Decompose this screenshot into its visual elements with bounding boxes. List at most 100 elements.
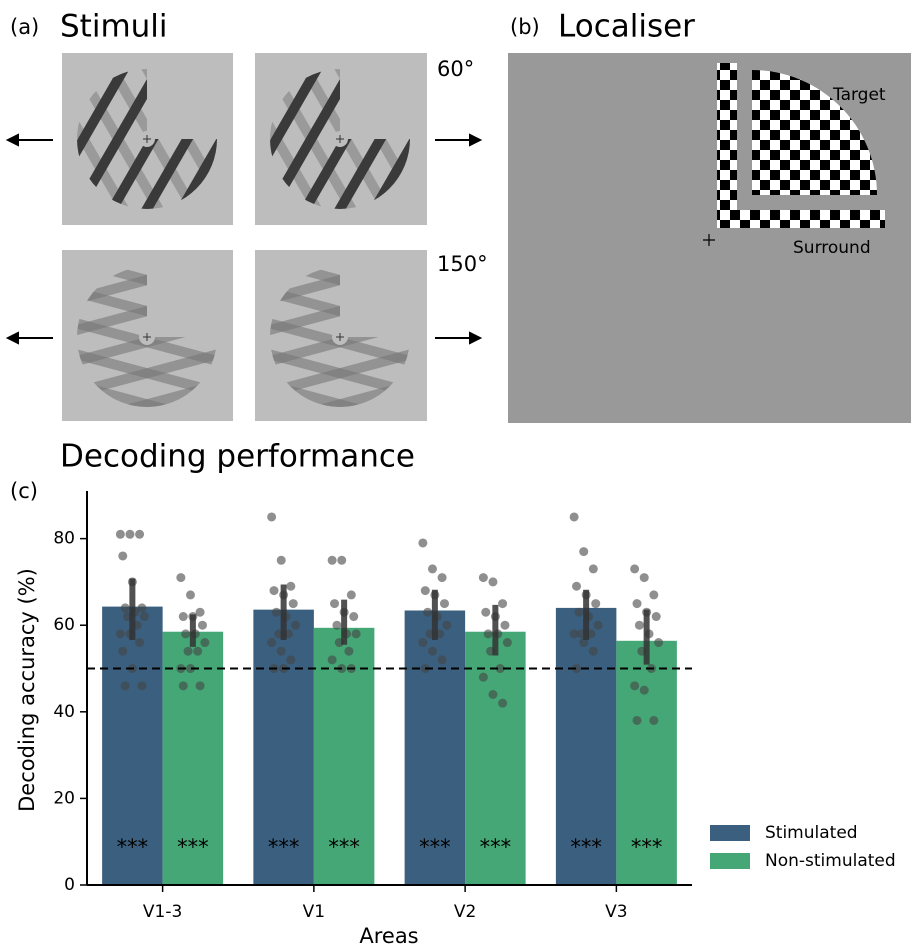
subject-point (423, 607, 433, 617)
subject-point (574, 607, 584, 617)
bar (253, 609, 314, 885)
panel-label: (b) (510, 15, 540, 39)
subject-point (481, 607, 491, 617)
x-axis-label: Areas (359, 924, 418, 948)
subject-point (330, 599, 340, 609)
subject-point (502, 638, 512, 648)
legend-label: Stimulated (765, 823, 858, 843)
subject-point (572, 581, 582, 591)
subject-point (442, 620, 452, 630)
subject-point (327, 655, 337, 665)
subject-point (291, 620, 301, 630)
subject-point (418, 638, 428, 648)
x-tick-label: V3 (605, 902, 627, 922)
subject-point (276, 646, 286, 656)
subject-point (427, 564, 437, 574)
subject-point (483, 629, 493, 639)
subject-point (500, 620, 510, 630)
subject-point (498, 698, 508, 708)
subject-point (183, 646, 193, 656)
significance-label: *** (117, 835, 149, 859)
legend-swatch (710, 853, 750, 869)
chart-title: Decoding performance (60, 439, 415, 475)
subject-point (498, 599, 508, 609)
subject-point (588, 564, 598, 574)
significance-label: *** (570, 835, 602, 859)
subject-point (197, 620, 207, 630)
subject-point (639, 573, 649, 583)
subject-point (286, 655, 296, 665)
subject-point (181, 629, 191, 639)
surround-label: Surround (793, 238, 871, 258)
subject-point (120, 681, 130, 691)
y-axis-label: Decoding accuracy (%) (15, 568, 39, 812)
subject-point (478, 573, 488, 583)
subject-point (495, 664, 505, 674)
subject-point (118, 646, 128, 656)
angle-label: 150° (437, 252, 488, 276)
subject-point (118, 551, 128, 561)
subject-point (478, 672, 488, 682)
angle-label: 60° (437, 57, 474, 81)
subject-point (337, 555, 347, 565)
subject-point (488, 577, 498, 587)
subject-point (135, 529, 145, 539)
localiser-image (508, 53, 911, 423)
significance-label: *** (631, 835, 663, 859)
subject-point (269, 586, 279, 596)
subject-point (439, 599, 449, 609)
subject-point (137, 603, 147, 613)
subject-point (632, 599, 642, 609)
subject-point (125, 529, 135, 539)
y-tick-label: 40 (53, 702, 75, 722)
y-tick-label: 20 (53, 788, 75, 808)
subject-point (267, 512, 277, 522)
subject-point (327, 555, 337, 565)
target-label: Target (832, 85, 886, 105)
subject-point (200, 638, 210, 648)
subject-point (591, 599, 601, 609)
subject-point (437, 573, 447, 583)
subject-point (332, 620, 342, 630)
subject-point (593, 620, 603, 630)
subject-point (569, 629, 579, 639)
significance-label: *** (328, 835, 360, 859)
stimulus-images (5, 53, 483, 421)
x-tick-label: V1-3 (143, 902, 182, 922)
significance-label: *** (268, 835, 300, 859)
bar (616, 640, 677, 885)
legend-swatch (710, 825, 750, 841)
subject-point (193, 646, 203, 656)
subject-point (195, 607, 205, 617)
subject-point (588, 646, 598, 656)
subject-point (634, 620, 644, 630)
legend-label: Non-stimulated (765, 851, 896, 871)
bar (555, 607, 617, 885)
subject-point (176, 573, 186, 583)
subject-point (579, 547, 589, 557)
subject-point (569, 512, 579, 522)
subject-point (579, 638, 589, 648)
subject-point (185, 590, 195, 600)
panel-title: Stimuli (60, 9, 168, 45)
bar (102, 606, 163, 885)
panel-label: (c) (10, 479, 38, 503)
subject-point (178, 612, 188, 622)
bar (162, 631, 224, 885)
subject-point (649, 715, 659, 725)
y-tick-label: 60 (53, 615, 75, 635)
subject-point (654, 638, 664, 648)
subject-point (349, 612, 359, 622)
subject-point (630, 681, 640, 691)
subject-point (651, 612, 661, 622)
subject-point (276, 555, 286, 565)
subject-point (437, 655, 447, 665)
subject-point (344, 646, 354, 656)
y-tick-label: 0 (64, 875, 75, 895)
subject-point (649, 590, 659, 600)
significance-label: *** (177, 835, 209, 859)
panel-label: (a) (10, 15, 39, 39)
significance-label: *** (480, 835, 512, 859)
subject-point (420, 586, 430, 596)
